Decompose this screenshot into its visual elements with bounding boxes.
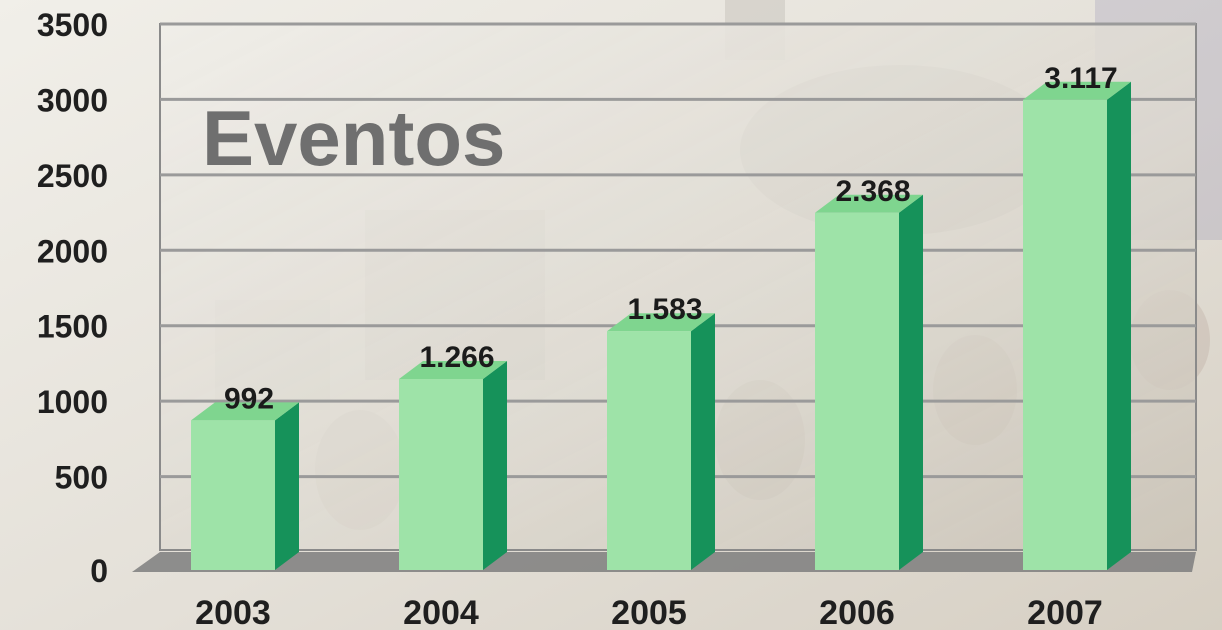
data-label: 1.266 xyxy=(419,341,494,374)
data-label: 3.117 xyxy=(1044,62,1117,95)
data-label: 2.368 xyxy=(835,175,910,208)
y-axis-tick-labels: 0 500 1000 1500 2000 2500 3000 3500 xyxy=(37,7,108,589)
x-axis-category-labels: 2003 2004 2005 2006 2007 xyxy=(195,594,1103,630)
x-tick-label: 2003 xyxy=(195,594,271,630)
bar-top-face xyxy=(607,313,715,332)
bar-top-face xyxy=(1023,81,1131,100)
y-tick-label: 1000 xyxy=(37,384,108,420)
bars xyxy=(191,81,1131,571)
y-tick-label: 2500 xyxy=(37,158,108,194)
data-label: 1.583 xyxy=(627,293,702,326)
data-label: 992 xyxy=(224,382,274,415)
bar-top-face xyxy=(815,194,923,213)
bar-2004 xyxy=(399,361,507,570)
bar-2003 xyxy=(191,402,299,570)
bar-2006 xyxy=(815,194,923,571)
x-tick-label: 2007 xyxy=(1027,594,1103,630)
bar-top-face xyxy=(191,402,299,421)
bar-side-face xyxy=(275,402,299,570)
bar-front-face xyxy=(191,420,275,570)
bar-front-face xyxy=(815,212,899,571)
bar-side-face xyxy=(899,194,923,571)
y-tick-label: 3500 xyxy=(37,7,108,43)
y-tick-label: 0 xyxy=(90,553,108,589)
bar-side-face xyxy=(1107,81,1131,570)
bar-side-face xyxy=(691,313,715,570)
bar-front-face xyxy=(399,379,483,570)
y-tick-label: 1500 xyxy=(37,309,108,345)
x-tick-label: 2005 xyxy=(611,594,687,630)
chart-title: Eventos xyxy=(202,94,505,182)
data-labels: 992 1.266 1.583 2.368 3.117 xyxy=(224,62,1118,416)
y-tick-label: 500 xyxy=(55,460,108,496)
bar-front-face xyxy=(1023,99,1107,570)
y-tick-label: 2000 xyxy=(37,233,108,269)
bar-2007 xyxy=(1023,81,1131,570)
x-tick-label: 2006 xyxy=(819,594,895,630)
y-tick-label: 3000 xyxy=(37,82,108,118)
bar-top-face xyxy=(399,361,507,380)
x-tick-label: 2004 xyxy=(403,594,479,630)
bar-2005 xyxy=(607,313,715,570)
bar-front-face xyxy=(607,331,691,570)
bar-side-face xyxy=(483,361,507,570)
